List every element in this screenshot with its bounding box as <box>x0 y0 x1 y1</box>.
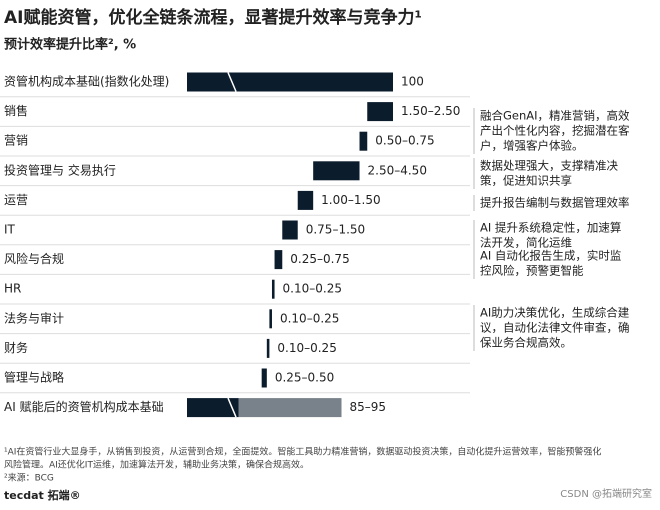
bar <box>261 368 267 388</box>
row-label: 财务 <box>4 340 28 355</box>
bar <box>367 102 393 122</box>
value-label: 0.75–1.50 <box>306 223 365 237</box>
annotation: 议，自动化法律文件审查，确 <box>480 321 630 335</box>
bar <box>266 338 270 358</box>
value-label: 1.50–2.50 <box>401 104 460 118</box>
row-label: 营销 <box>4 134 28 148</box>
logo: tecdat 拓端® <box>4 488 81 502</box>
row-label: HR <box>4 282 21 296</box>
row-label: 风险与合规 <box>4 251 64 266</box>
bar <box>359 131 368 151</box>
value-label: 0.50–0.75 <box>375 134 434 148</box>
bar <box>297 190 314 210</box>
value-label: 1.00–1.50 <box>321 193 380 207</box>
footnote: ¹AI在资管行业大显身手，从销售到投资，从运营到合规，全面提效。智能工具助力精准… <box>4 446 601 458</box>
annotation: 策，促进知识共享 <box>480 174 572 188</box>
bar <box>187 398 239 418</box>
row-label: 法务与审计 <box>4 310 64 325</box>
value-label: 100 <box>401 75 424 89</box>
annotation: AI助力决策优化，生成综合建 <box>480 306 630 320</box>
bar <box>313 161 360 181</box>
bar-range <box>238 398 342 418</box>
value-label: 2.50–4.50 <box>368 163 427 177</box>
annotation: 数据处理强大，支撑精准决 <box>480 159 618 173</box>
axis-break <box>227 397 237 418</box>
row-label: AI 赋能后的资管机构成本基础 <box>4 399 164 414</box>
annotation: 法开发，简化运维 <box>480 236 572 250</box>
value-label: 0.25–0.75 <box>290 252 349 266</box>
row-label: 管理与战略 <box>4 370 64 385</box>
annotation: AI 提升系统稳定性，加速算 <box>480 221 621 235</box>
row-label: IT <box>4 223 16 237</box>
value-label: 0.25–0.50 <box>275 371 334 385</box>
annotation: 融合GenAI，精准营销，高效 <box>480 109 630 123</box>
annotation: AI 自动化报告生成，实时监 <box>480 249 621 263</box>
annotation: 提升报告编制与数据管理效率 <box>480 196 630 210</box>
row-label: 销售 <box>4 103 28 118</box>
footnote: 风险管理。AI还优化IT运维，加速算法开发，辅助业务决策，确保合规高效。 <box>4 459 309 471</box>
value-label: 0.10–0.25 <box>280 311 339 325</box>
watermark: CSDN @拓端研究室 <box>560 487 652 500</box>
value-label: 0.10–0.25 <box>277 341 336 355</box>
bar <box>187 72 393 92</box>
annotation: 户，增强客户体验。 <box>480 139 584 153</box>
row-label: 资管机构成本基础(指数化处理) <box>4 74 169 89</box>
annotation: 产出个性化内容，挖掘潜在客 <box>480 124 630 138</box>
chart-title: AI赋能资管，优化全链条流程，显著提升效率与竞争力¹ <box>4 7 422 28</box>
value-label: 85–95 <box>350 400 387 414</box>
value-label: 0.10–0.25 <box>283 282 342 296</box>
bar <box>282 220 298 240</box>
bar <box>274 250 283 270</box>
row-label: 投资管理与 交易执行 <box>4 162 116 177</box>
row-label: 运营 <box>4 193 28 207</box>
source: ²来源：BCG <box>4 473 54 484</box>
bar <box>271 279 275 299</box>
annotation: 控风险，预警更智能 <box>480 264 584 278</box>
axis-break <box>227 72 237 92</box>
annotation: 保业务合规高效。 <box>480 336 572 350</box>
chart-subtitle: 预计效率提升比率², % <box>4 37 136 53</box>
bar <box>269 309 272 329</box>
